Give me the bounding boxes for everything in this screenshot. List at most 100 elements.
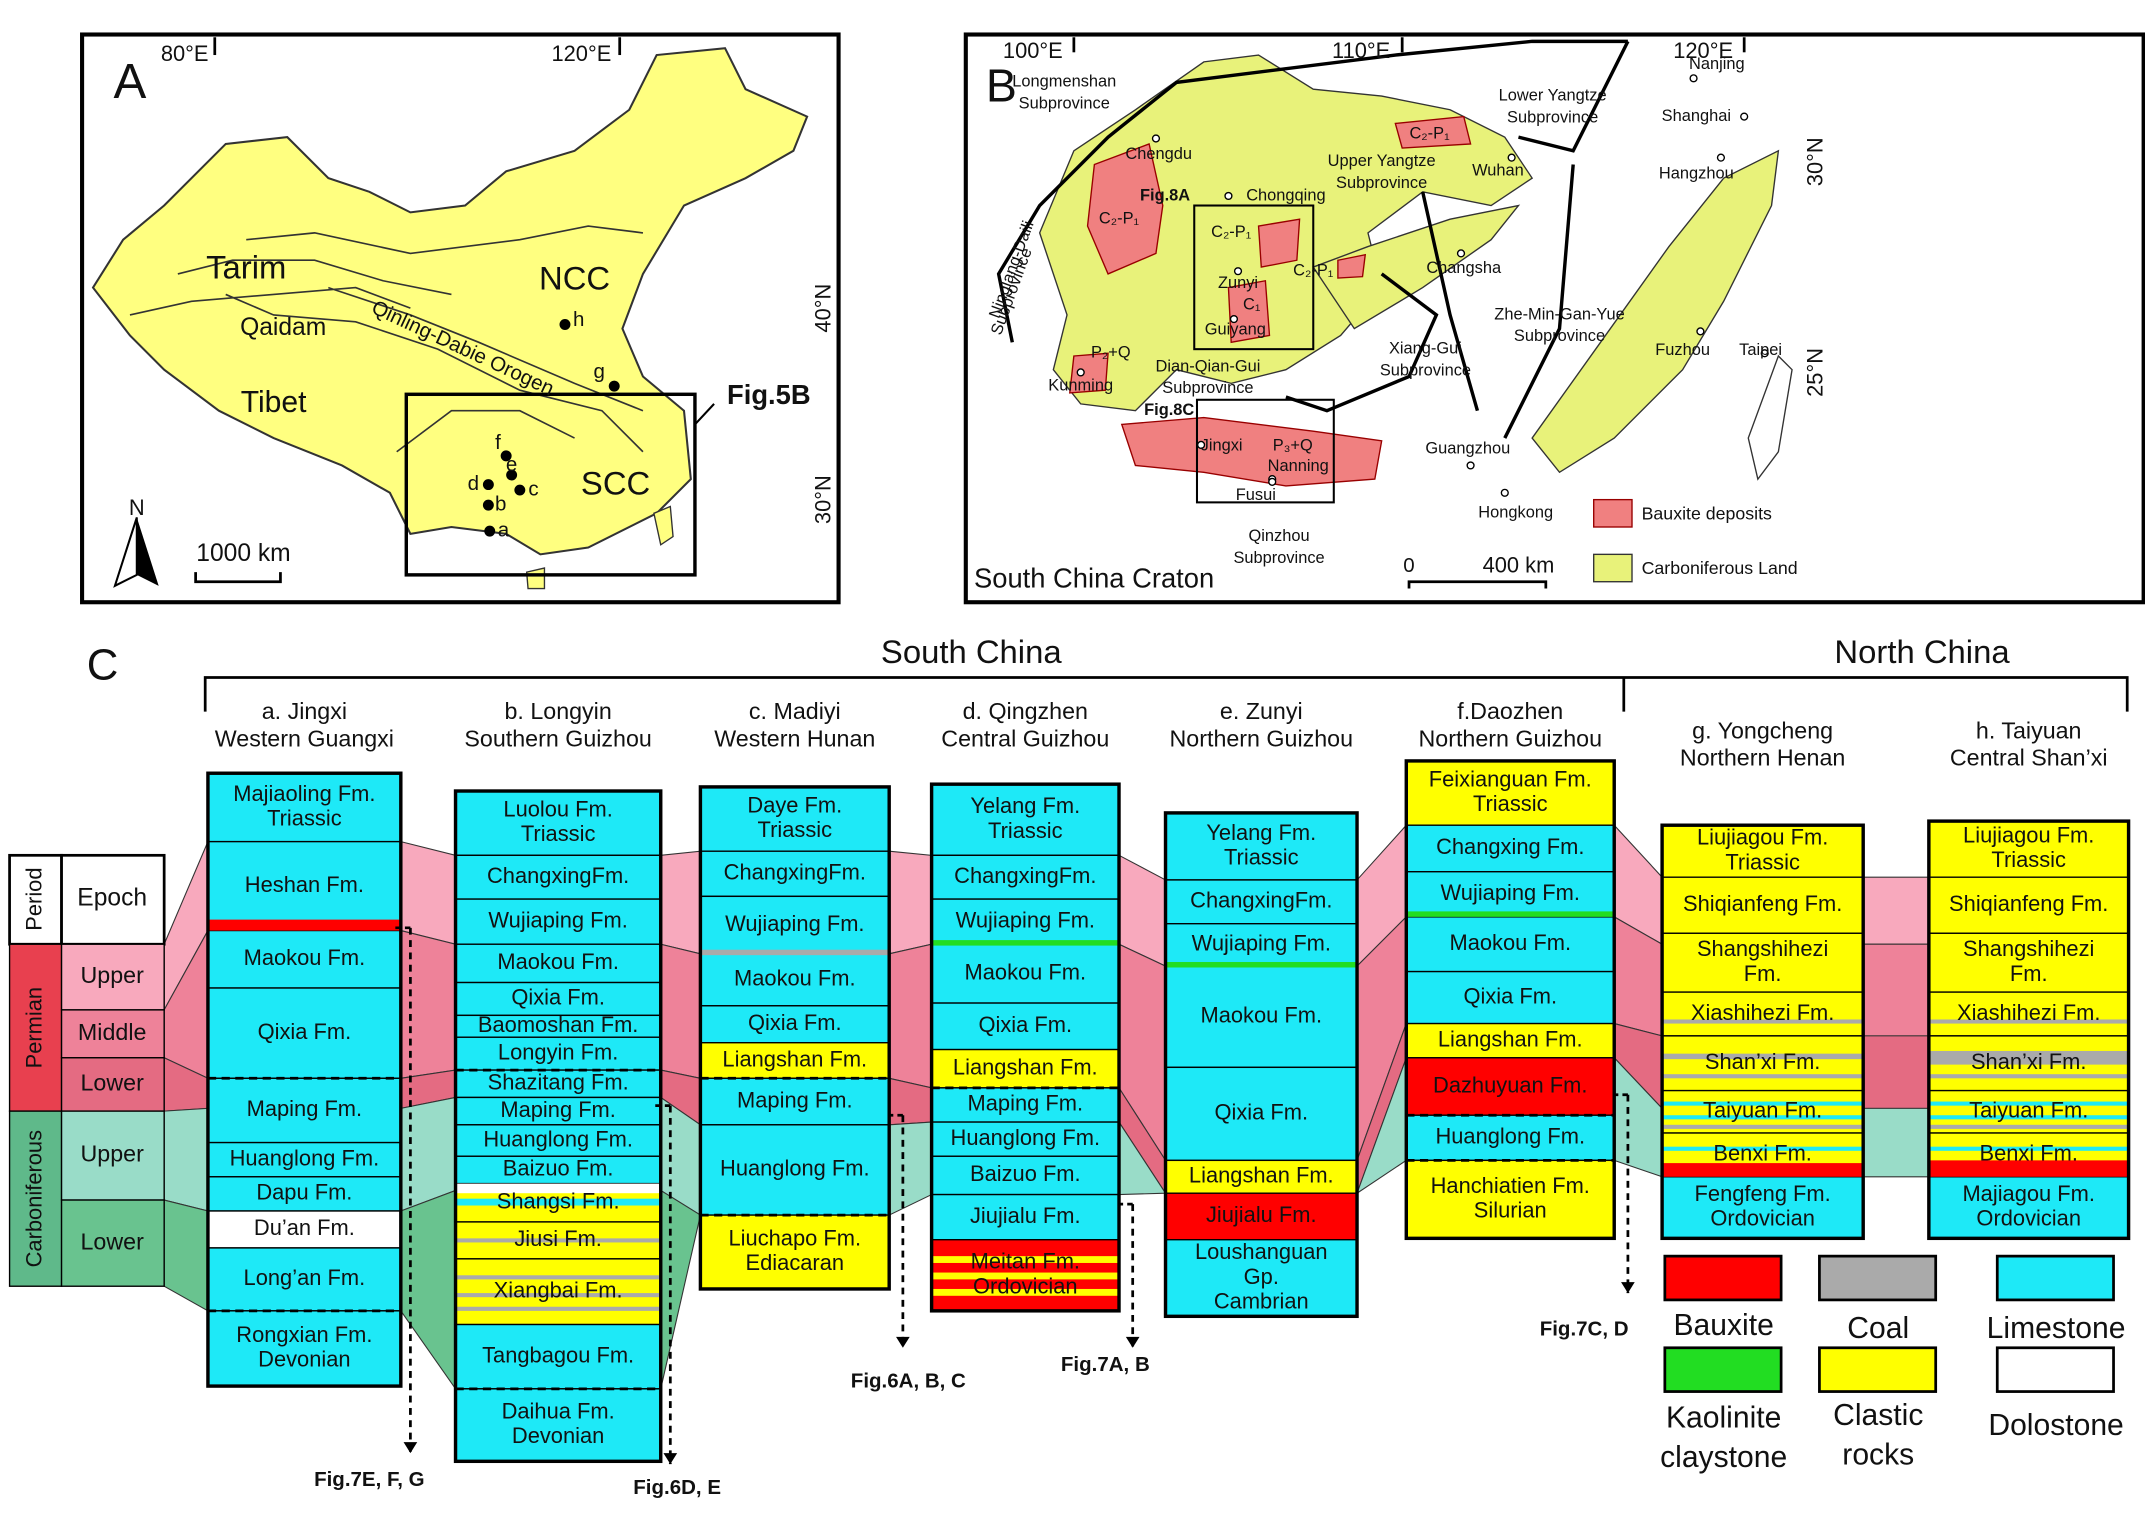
unit — [207, 1141, 402, 1178]
deposit-age: C₂-P₁ — [1099, 210, 1140, 228]
label: e — [506, 453, 517, 476]
city-label: Taipei — [1739, 341, 1782, 359]
stripe — [456, 1306, 660, 1311]
unit — [207, 987, 402, 1079]
unit-label: Triassic — [1725, 849, 1800, 874]
legend-label: Bauxite — [1673, 1309, 1773, 1342]
stripe — [932, 940, 1118, 946]
unit — [930, 1002, 1120, 1051]
unit-label: Taiyuan Fm. — [1703, 1098, 1822, 1123]
legend-swatch — [1593, 553, 1633, 583]
unit-label: Yelang Fm. — [1206, 820, 1316, 845]
unit — [1164, 812, 1358, 881]
ref-arrowhead — [663, 1453, 678, 1465]
unit — [207, 1247, 402, 1312]
unit-label: Wujiaping Fm. — [725, 911, 864, 936]
city — [1466, 461, 1475, 470]
callout-label: Fig.5B — [727, 379, 811, 410]
unit-label: Triassic — [1473, 791, 1548, 816]
deposit-age: C₁ — [1243, 296, 1261, 314]
subprovince-label: Subprovince — [1233, 549, 1324, 567]
legend-label: claystone — [1660, 1441, 1787, 1474]
column-title: e. Zunyi — [1220, 698, 1303, 724]
correlation-band — [888, 850, 933, 955]
stripe — [1930, 1019, 2128, 1024]
stripe — [1930, 1074, 2128, 1079]
unit — [1405, 1114, 1615, 1162]
city — [1229, 314, 1239, 324]
unit-label: Fm. — [2010, 961, 2048, 986]
scale-label: 0 — [1403, 554, 1414, 577]
unit-label: Feixianguan Fm. — [1429, 767, 1592, 792]
legend-swatch — [1818, 1254, 1938, 1302]
unit-label: Cambrian — [1214, 1288, 1309, 1313]
stripe — [456, 1293, 660, 1298]
epoch-cell — [60, 1009, 165, 1059]
epoch-label: Upper — [81, 1141, 145, 1167]
unit-label: Gp. — [1244, 1264, 1279, 1289]
unit-label: Maokou Fm. — [497, 949, 619, 974]
city-label: Changsha — [1426, 259, 1502, 277]
stripe — [932, 1256, 1118, 1263]
city — [1689, 74, 1698, 83]
north-arrow — [136, 517, 159, 586]
unit-label: Qixia Fm. — [748, 1010, 842, 1035]
unit-label: Benxi Fm. — [1713, 1141, 1811, 1166]
city — [1507, 153, 1516, 162]
unit — [207, 772, 402, 843]
stripe — [1930, 1124, 2128, 1129]
stripe — [701, 949, 888, 956]
city — [1696, 327, 1705, 336]
legend-swatch — [1995, 1254, 2115, 1302]
unit-label: Liangshan Fm. — [1438, 1026, 1583, 1051]
unit — [1928, 820, 2130, 878]
unit — [930, 1121, 1120, 1157]
correlation-band — [660, 1189, 702, 1389]
lon-label: 110°E — [1332, 38, 1390, 63]
unit-label: Devonian — [258, 1347, 350, 1372]
correlation-band — [1862, 943, 1930, 1037]
unit-label: Baizuo Fm. — [503, 1156, 614, 1181]
callout-box — [404, 392, 697, 577]
city-label: Guiyang — [1205, 320, 1266, 338]
panel-letter: A — [114, 54, 147, 109]
unit-label: Huanglong Fm. — [230, 1145, 380, 1170]
city-label: Guangzhou — [1425, 439, 1510, 457]
period-cell — [8, 1110, 63, 1287]
city-label: Nanning — [1268, 457, 1329, 475]
city-label: Zunyi — [1218, 274, 1258, 292]
unit-label: Baomoshan Fm. — [478, 1012, 638, 1037]
unit-label: Liujiagou Fm. — [1697, 825, 1828, 850]
site — [482, 479, 494, 491]
unit — [1661, 1035, 1864, 1092]
unit-label: Majiagou Fm. — [1962, 1181, 2095, 1206]
unit-label: Yelang Fm. — [970, 793, 1080, 818]
city-label: Shanghai — [1662, 107, 1731, 125]
unit — [930, 898, 1120, 945]
unit-label: Shan’xi Fm. — [1971, 1049, 2087, 1074]
region-label: North China — [1834, 633, 2010, 670]
column-outline — [1404, 759, 1616, 1241]
legend-label: Coal — [1847, 1312, 1909, 1345]
city-label: Hangzhou — [1659, 164, 1734, 182]
column-title: Northern Henan — [1680, 745, 1845, 771]
unit-label: Maokou Fm. — [734, 966, 856, 991]
unit-label: Qixia Fm. — [258, 1019, 352, 1044]
unit — [1405, 871, 1615, 918]
subprovince-label: Subprovince — [1380, 361, 1471, 379]
column-outline — [453, 789, 663, 1464]
ref-arrowhead — [1125, 1336, 1140, 1348]
unit — [207, 1210, 402, 1249]
region-label: South China — [881, 633, 1062, 670]
unit — [1405, 1057, 1615, 1116]
unit-label: Daihua Fm. — [502, 1399, 615, 1424]
subprovince-label: Qinzhou — [1249, 527, 1310, 545]
fig-ref: Fig.6D, E — [633, 1476, 721, 1499]
unit-label: Liangshan Fm. — [953, 1054, 1098, 1079]
correlation-band — [1862, 876, 1930, 945]
label: h — [573, 308, 584, 331]
correlation-band — [888, 943, 933, 1089]
unit-label: Triassic — [267, 806, 342, 831]
unit — [1405, 1159, 1615, 1240]
